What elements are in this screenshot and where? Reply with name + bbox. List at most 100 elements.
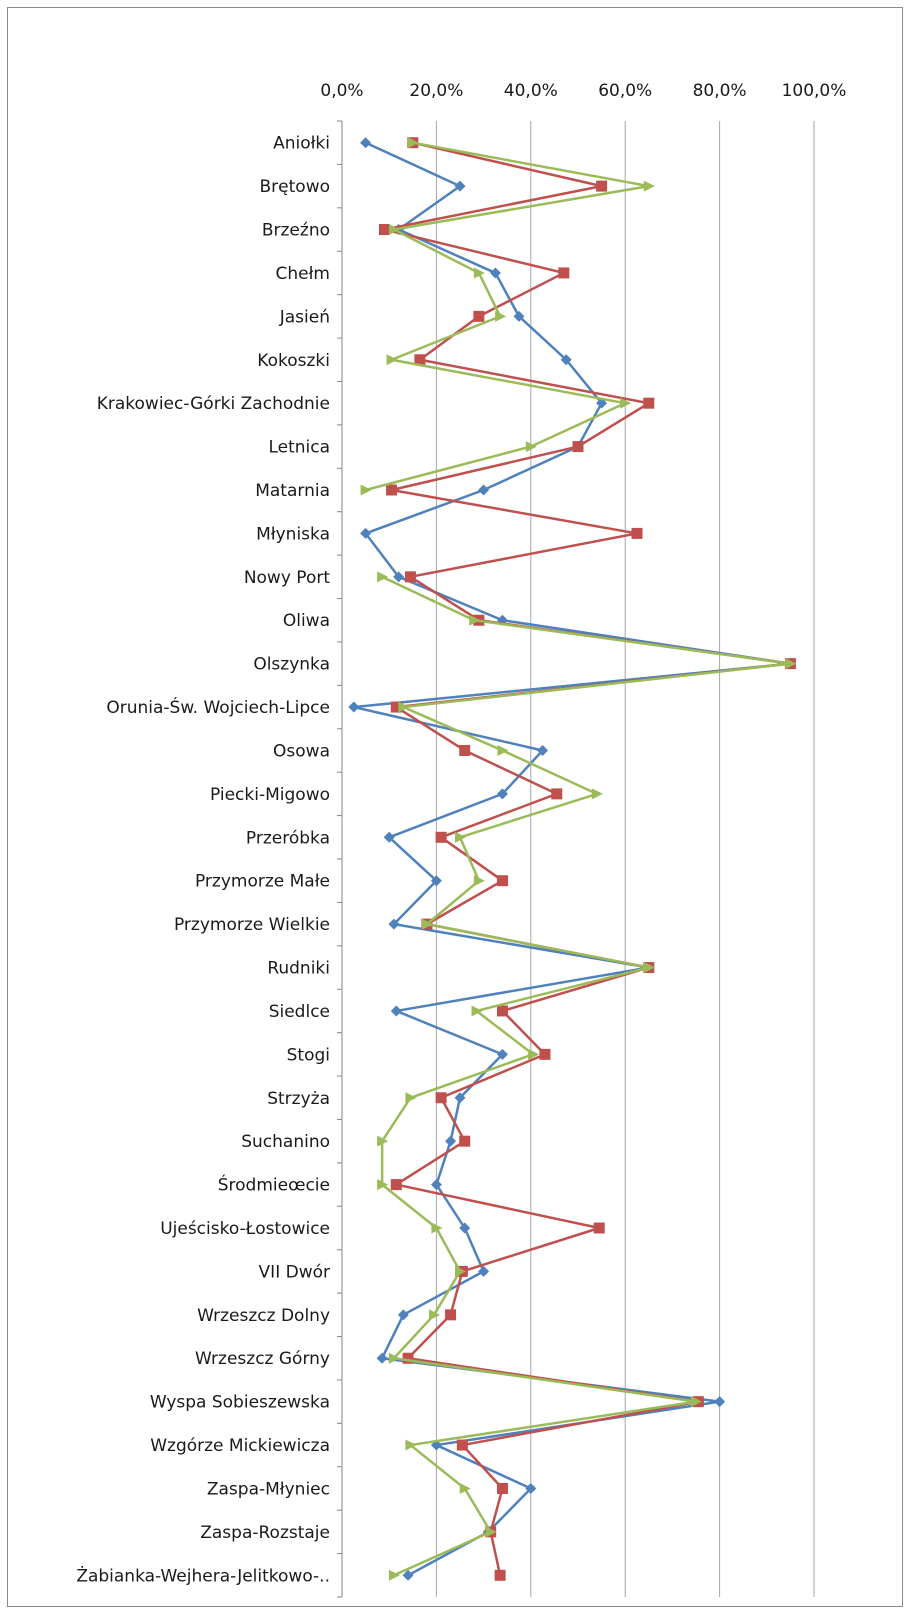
x-tick-label: 40,0% bbox=[504, 81, 558, 101]
category-label: Matarnia bbox=[255, 481, 330, 501]
data-point-diamond bbox=[430, 875, 442, 887]
data-point-square bbox=[596, 180, 608, 192]
data-point-diamond bbox=[478, 1265, 490, 1277]
data-point-square bbox=[435, 1092, 447, 1104]
data-point-triangle bbox=[377, 1135, 389, 1147]
category-label: Jasień bbox=[279, 307, 330, 327]
data-point-square bbox=[456, 1439, 468, 1451]
category-label: Aniołki bbox=[273, 134, 330, 154]
data-point-triangle bbox=[377, 571, 389, 583]
data-point-diamond bbox=[390, 1005, 402, 1017]
x-tick-label: 80,0% bbox=[693, 81, 747, 101]
category-label: Osowa bbox=[273, 741, 330, 761]
chart-frame: 0,0% 20,0% 40,0% 60,0% 80,0% 100,0% Aniołki Brę… bbox=[7, 7, 903, 1607]
category-label: Chełm bbox=[276, 264, 331, 284]
data-point-square bbox=[494, 1569, 506, 1581]
series-line bbox=[352, 141, 792, 1577]
category-label: Ujeścisko-Łostowice bbox=[160, 1219, 330, 1239]
data-point-triangle bbox=[386, 354, 398, 366]
data-point-triangle bbox=[455, 1265, 466, 1277]
data-point-diamond bbox=[430, 1179, 442, 1191]
category-label: Przeróbka bbox=[246, 828, 330, 848]
category-label: Zaspa-Młyniec bbox=[207, 1479, 330, 1499]
data-point-triangle bbox=[469, 614, 481, 626]
data-point-square bbox=[496, 875, 508, 887]
data-point-square bbox=[390, 701, 402, 713]
series-triangle bbox=[360, 137, 797, 1581]
category-label: Orunia-Św. Wojciech-Lipce bbox=[106, 696, 330, 718]
category-label: Wrzeszcz Górny bbox=[195, 1349, 330, 1369]
data-point-triangle bbox=[431, 1222, 443, 1234]
x-tick-label: 100,0% bbox=[782, 81, 847, 101]
data-point-triangle bbox=[785, 658, 797, 670]
category-label: Wrzeszcz Dolny bbox=[197, 1306, 330, 1326]
data-point-triangle bbox=[459, 1482, 471, 1494]
data-point-triangle bbox=[525, 441, 537, 453]
data-point-triangle bbox=[643, 180, 655, 192]
data-point-diamond bbox=[445, 1135, 457, 1147]
series-diamond bbox=[348, 137, 796, 1581]
data-point-diamond bbox=[560, 354, 572, 366]
data-point-diamond bbox=[402, 1569, 414, 1581]
data-point-square bbox=[496, 1482, 508, 1494]
data-point-diamond bbox=[714, 1396, 726, 1408]
data-point-diamond bbox=[513, 310, 525, 322]
category-label: Olszynka bbox=[253, 655, 330, 675]
data-point-square bbox=[643, 397, 655, 409]
data-point-triangle bbox=[405, 1092, 417, 1104]
category-label: Brzeźno bbox=[262, 221, 330, 241]
x-tick-label: 60,0% bbox=[598, 81, 652, 101]
data-point-triangle bbox=[473, 875, 485, 887]
x-tick-label: 20,0% bbox=[409, 81, 463, 101]
data-point-square bbox=[558, 267, 570, 279]
data-point-square bbox=[459, 1135, 471, 1147]
category-label: Wzgórze Mickiewicza bbox=[150, 1436, 330, 1456]
data-point-square bbox=[496, 1005, 508, 1017]
series-line bbox=[380, 575, 792, 1577]
data-point-square bbox=[539, 1048, 551, 1060]
data-point-triangle bbox=[591, 788, 603, 800]
data-point-triangle bbox=[485, 1526, 497, 1538]
category-label: VII Dwór bbox=[259, 1262, 330, 1282]
data-point-triangle bbox=[429, 1309, 441, 1321]
category-label: Przymorze Małe bbox=[195, 872, 330, 892]
data-point-diamond bbox=[360, 137, 372, 149]
category-label: Środmieœcie bbox=[218, 1174, 330, 1196]
category-label: Suchanino bbox=[241, 1132, 330, 1152]
data-point-diamond bbox=[537, 744, 549, 756]
series-line bbox=[365, 141, 651, 492]
category-label: Strzyża bbox=[267, 1089, 330, 1109]
data-point-triangle bbox=[691, 1396, 702, 1408]
data-point-triangle bbox=[495, 310, 507, 322]
data-point-triangle bbox=[473, 267, 485, 279]
data-point-diamond bbox=[383, 831, 395, 843]
series-line bbox=[383, 141, 792, 1576]
data-point-triangle bbox=[388, 1352, 400, 1364]
x-tick-label: 0,0% bbox=[320, 81, 363, 101]
data-point-diamond bbox=[454, 1092, 466, 1104]
data-point-triangle bbox=[398, 701, 410, 713]
data-point-diamond bbox=[496, 1048, 508, 1060]
data-point-square bbox=[459, 744, 471, 756]
data-point-diamond bbox=[393, 571, 405, 583]
category-labels: Aniołki Brętowo Brzeźno Chełm Jasień Kokoszki… bbox=[76, 120, 342, 1598]
data-point-triangle bbox=[497, 744, 509, 756]
data-point-square bbox=[473, 310, 485, 322]
line-chart: 0,0% 20,0% 40,0% 60,0% 80,0% 100,0% Aniołki Brę… bbox=[76, 81, 847, 1598]
data-point-diamond bbox=[496, 788, 508, 800]
data-point-triangle bbox=[471, 1005, 483, 1017]
data-point-diamond bbox=[525, 1482, 537, 1494]
data-point-square bbox=[414, 354, 426, 366]
data-point-square bbox=[572, 441, 584, 453]
category-label: Brętowo bbox=[260, 177, 330, 197]
data-point-square bbox=[435, 831, 447, 843]
data-point-diamond bbox=[348, 701, 360, 713]
category-label: Młyniska bbox=[256, 524, 330, 544]
data-point-triangle bbox=[620, 397, 632, 409]
data-point-square bbox=[445, 1309, 457, 1321]
data-point-triangle bbox=[388, 1569, 400, 1581]
data-point-triangle bbox=[643, 962, 655, 974]
data-point-triangle bbox=[405, 1439, 417, 1451]
category-label: Siedlce bbox=[269, 1002, 330, 1022]
data-point-square bbox=[631, 527, 643, 539]
